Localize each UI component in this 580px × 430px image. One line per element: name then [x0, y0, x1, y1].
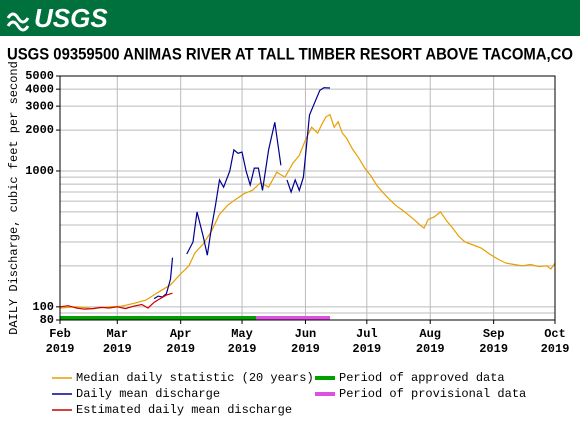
x-tick-label: Jul 2019	[352, 327, 382, 356]
y-tick-label: 80	[40, 313, 54, 327]
y-tick-label: 1000	[25, 164, 54, 178]
x-tick-label: May 2019	[227, 327, 257, 356]
plot-frame	[59, 75, 556, 321]
x-tick-label: Feb 2019	[45, 327, 75, 356]
y-tick-label: 3000	[25, 99, 54, 113]
y-tick-label: 4000	[25, 82, 54, 96]
y-tick-label: 2000	[25, 123, 54, 137]
series-line	[59, 113, 556, 310]
x-tick-label: Aug 2019	[415, 327, 445, 356]
legend-label: Estimated daily mean discharge	[76, 403, 292, 417]
series-line	[59, 292, 173, 310]
period-bar	[256, 316, 330, 320]
y-tick-label: 5000	[25, 69, 54, 83]
x-tick-label: Mar 2019	[102, 327, 132, 356]
y-axis-label: DAILY Discharge, cubic feet per second	[7, 61, 21, 335]
chart-title: USGS 09359500 ANIMAS RIVER AT TALL TIMBE…	[7, 44, 573, 63]
legend-label: Period of provisional data	[339, 387, 526, 401]
logo-wave	[6, 12, 30, 32]
logo: USGS	[34, 3, 108, 33]
x-tick-label: Sep 2019	[479, 327, 509, 356]
x-tick-label: Jun 2019	[291, 327, 320, 356]
header-bar	[0, 0, 580, 36]
x-tick-label: Apr 2019	[166, 327, 196, 356]
legend-label: Median daily statistic (20 years)	[76, 371, 314, 385]
legend-label: Period of approved data	[339, 371, 505, 385]
x-tick-label: Oct 2019	[540, 327, 570, 356]
period-bar	[60, 316, 257, 320]
series-line	[153, 87, 331, 300]
legend-label: Daily mean discharge	[76, 387, 220, 401]
y-tick-label: 100	[32, 300, 54, 314]
